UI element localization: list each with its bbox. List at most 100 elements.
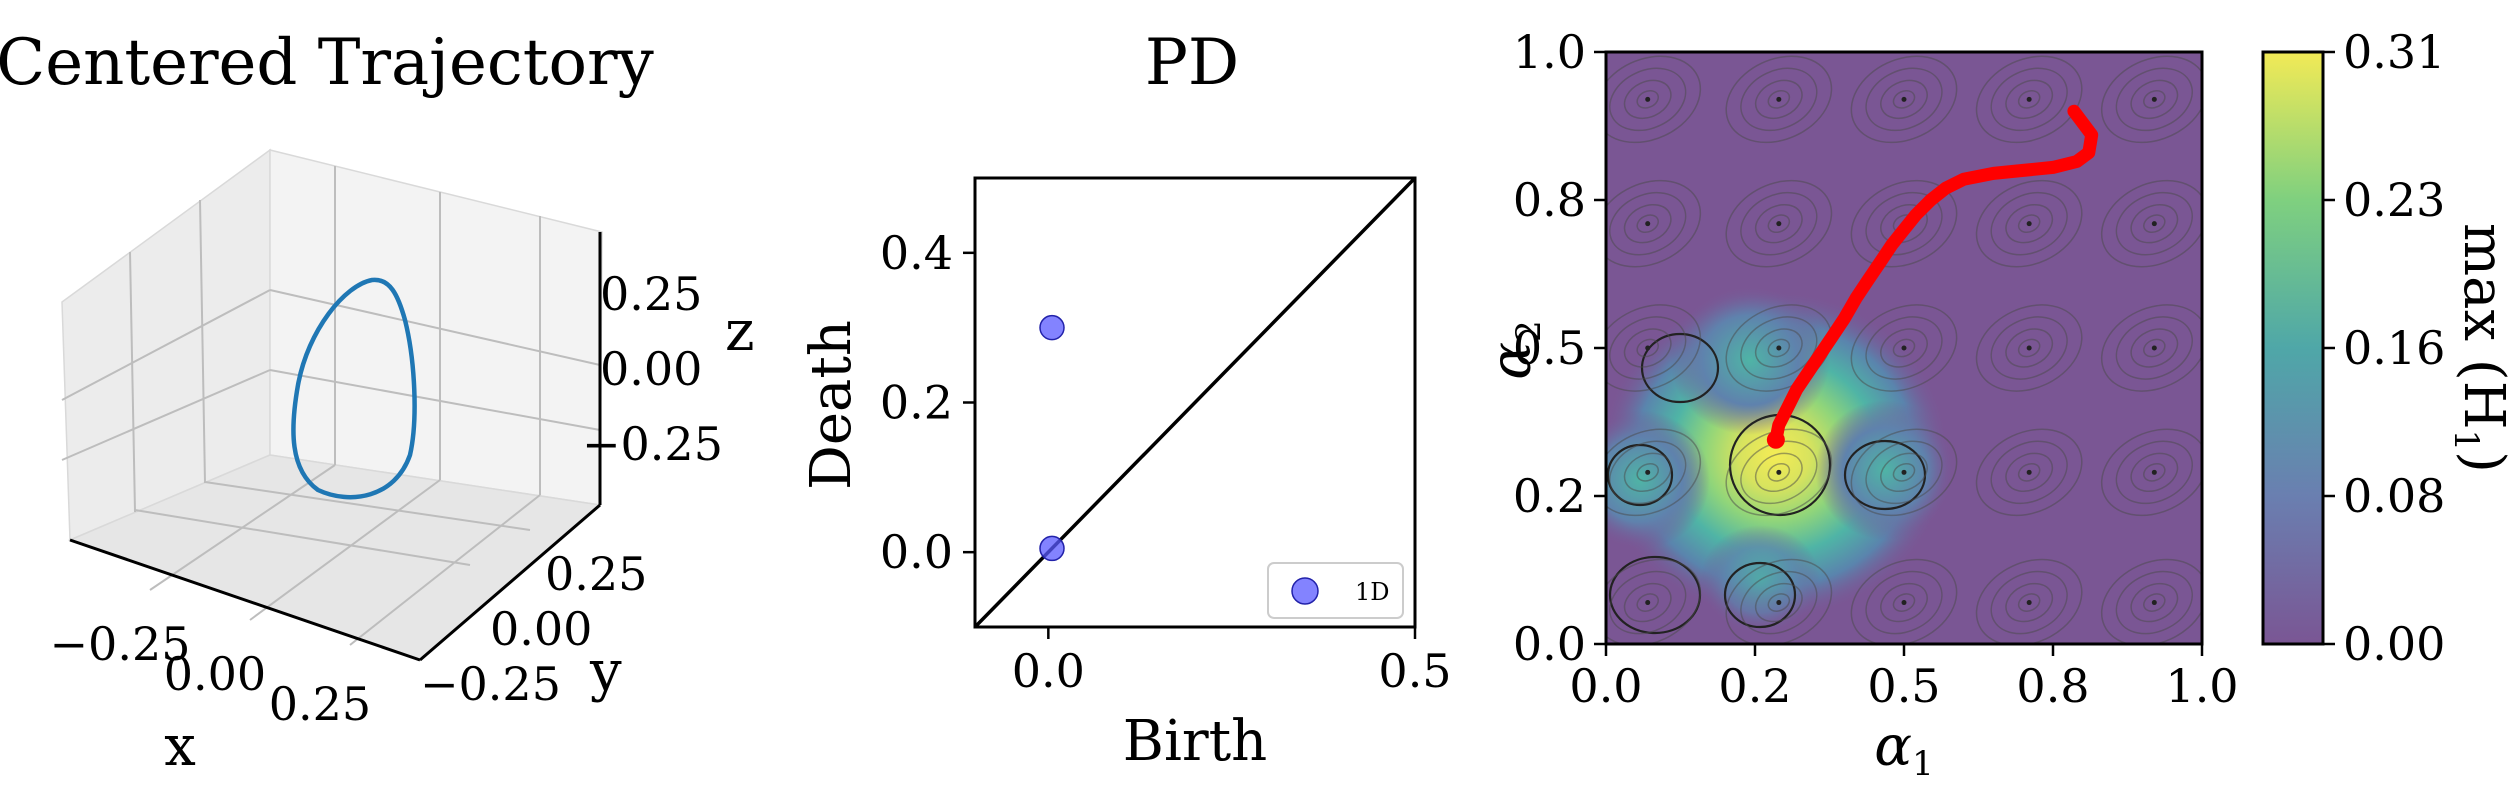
faint-contour-36 [1754, 328, 1803, 368]
faint-contour-18 [1606, 179, 1702, 268]
colorbar-ticks: 0.00 0.08 0.16 0.23 0.31 [2323, 25, 2445, 671]
contour-center-119 [2151, 221, 2157, 227]
contour-center-54 [1901, 600, 1907, 606]
pd-ticks: 0.0 0.5 0.0 0.2 0.4 [880, 226, 1452, 698]
hm-x-tick-label-3: 0.8 [2016, 659, 2089, 713]
faint-contour-86 [2005, 328, 2054, 368]
heatmap-x-label-symbol: α [1874, 714, 1912, 779]
hm-x-tick-label-1: 0.2 [1718, 659, 1791, 713]
hm-y-tick-label-3: 0.8 [1513, 173, 1586, 227]
faint-contour-62 [1865, 316, 1943, 380]
faint-contour-56 [1880, 452, 1928, 493]
faint-contour-30 [1767, 462, 1791, 482]
colorbar-label: max (H1) [2446, 223, 2513, 473]
z-tick-3d-2: −0.25 [582, 417, 723, 471]
faint-contour-51 [1880, 582, 1928, 623]
faint-contour-46 [1754, 79, 1803, 120]
faint-contour-121 [2130, 79, 2179, 120]
faint-contour-42 [1740, 191, 1818, 256]
faint-contour-88 [1975, 304, 2083, 392]
faint-contour-77 [1990, 570, 2068, 635]
contour-center-49 [1776, 96, 1782, 102]
heatmap-x-label-sub: 1 [1912, 744, 1934, 784]
faint-contour-43 [1725, 179, 1833, 268]
faint-contour-0 [1636, 593, 1659, 612]
faint-contour-68 [1850, 179, 1958, 268]
pd-points [1039, 314, 1065, 562]
optimization-path [1766, 104, 2099, 449]
faint-contour-73 [1850, 55, 1958, 144]
faint-contour-92 [1990, 191, 2068, 256]
pd-x-tick-label-1: 0.5 [1378, 644, 1451, 698]
cb-tick-label-0: 0.00 [2343, 617, 2445, 671]
faint-contour-7 [1609, 440, 1687, 505]
colorbar [2261, 50, 2325, 646]
faint-contour-21 [1623, 79, 1672, 120]
faint-contour-10 [1636, 338, 1659, 358]
faint-contour-91 [2005, 203, 2054, 244]
y-tick-3d-0: 0.25 [545, 547, 647, 601]
faint-contour-60 [1892, 338, 1916, 358]
heatmap-faint-contours [1606, 55, 2202, 644]
optimization-path-line [1769, 104, 2099, 447]
hm-x-tick-label-4: 1.0 [2165, 659, 2238, 713]
faint-contour-12 [1609, 316, 1687, 380]
x-axis-3d [69, 538, 421, 662]
y-axis-label-3d: y [589, 639, 622, 704]
colorbar-label-end: ) [2451, 451, 2513, 473]
faint-contour-78 [1975, 558, 2083, 644]
faint-contour-27 [1740, 570, 1818, 635]
hm-x-tick-label-0: 0.0 [1569, 659, 1642, 713]
panel-3d-trajectory: Centered Trajectory −0.25 [0, 26, 755, 779]
y-tick-3d-1: 0.00 [490, 602, 592, 656]
faint-contour-85 [2017, 338, 2041, 358]
x-tick-3d-2: 0.25 [269, 677, 371, 731]
faint-contour-47 [1740, 67, 1818, 132]
faint-contour-33 [1725, 428, 1833, 517]
faint-contour-71 [1880, 79, 1928, 120]
x-tick-3d-1: 0.00 [164, 647, 266, 701]
optimization-path-start [1766, 430, 1785, 449]
faint-contour-57 [1865, 440, 1943, 505]
faint-contour-107 [2115, 440, 2193, 505]
faint-contour-11 [1623, 328, 1672, 368]
contour-center-9 [1645, 469, 1651, 475]
faint-contour-3 [1606, 558, 1702, 644]
faint-contour-53 [1850, 558, 1958, 644]
contour-center-24 [1645, 96, 1651, 102]
faint-contour-50 [1892, 593, 1916, 612]
faint-contour-103 [2100, 558, 2202, 644]
faint-contour-117 [2115, 191, 2193, 256]
faint-contour-116 [2130, 203, 2179, 244]
faint-contour-63 [1850, 304, 1958, 392]
faint-contour-48 [1725, 55, 1833, 144]
panel-heatmap: 0.0 0.2 0.5 0.8 1.00.00.20.50.81.0 α1 α2 0.0… [1479, 25, 2513, 784]
heatmap-y-label-sub: 2 [1509, 320, 1549, 342]
faint-contour-81 [2005, 452, 2054, 493]
colorbar-label-main: max (H [2451, 223, 2513, 430]
contour-center-19 [1645, 221, 1651, 227]
faint-contour-15 [1636, 214, 1659, 234]
hm-y-tick-label-1: 0.2 [1513, 469, 1586, 523]
faint-contour-55 [1892, 462, 1916, 482]
faint-contour-93 [1975, 179, 2083, 268]
cb-tick-label-3: 0.23 [2343, 173, 2445, 227]
contour-center-114 [2151, 345, 2157, 351]
cb-tick-label-2: 0.16 [2343, 321, 2445, 375]
faint-contour-8 [1606, 428, 1702, 517]
contour-center-79 [2026, 600, 2032, 606]
heat-blob-right [1815, 400, 1955, 540]
faint-contour-110 [2143, 338, 2166, 358]
faint-contour-87 [1990, 316, 2068, 380]
faint-contour-122 [2115, 67, 2193, 132]
contour-center-74 [1901, 96, 1907, 102]
pd-x-axis-label: Birth [1123, 709, 1267, 774]
faint-contour-123 [2100, 55, 2202, 144]
faint-contour-90 [2017, 214, 2041, 234]
faint-contour-108 [2100, 428, 2202, 517]
chart-title-pd: PD [1145, 26, 1239, 100]
faint-contour-95 [2017, 89, 2041, 109]
contour-center-44 [1776, 221, 1782, 227]
faint-contour-23 [1606, 55, 1702, 144]
faint-contour-118 [2100, 179, 2202, 268]
